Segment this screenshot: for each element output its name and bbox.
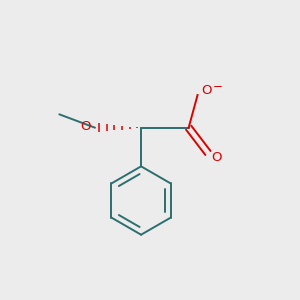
Text: −: − — [212, 80, 222, 93]
Text: O: O — [80, 120, 91, 133]
Text: O: O — [211, 151, 222, 164]
Text: O: O — [201, 84, 211, 97]
